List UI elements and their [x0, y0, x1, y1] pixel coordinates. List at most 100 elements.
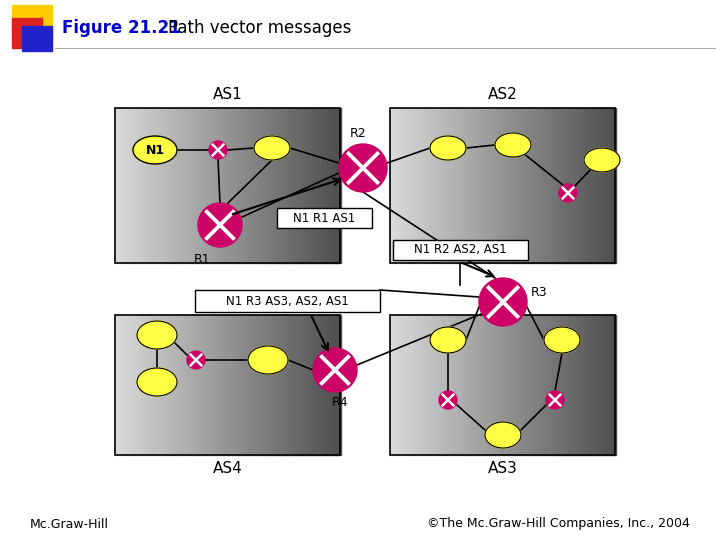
Bar	[232, 108, 238, 263]
Bar	[462, 315, 467, 455]
Bar	[552, 315, 557, 455]
Bar	[277, 315, 282, 455]
Ellipse shape	[430, 327, 466, 353]
Ellipse shape	[544, 327, 580, 353]
Bar	[435, 108, 441, 263]
Ellipse shape	[137, 321, 177, 349]
Bar	[525, 108, 531, 263]
Bar	[210, 108, 215, 263]
Bar	[313, 108, 318, 263]
Bar	[565, 108, 571, 263]
Bar	[403, 108, 409, 263]
Text: R4: R4	[332, 396, 348, 409]
Ellipse shape	[495, 133, 531, 157]
Text: R1: R1	[194, 253, 210, 266]
Bar	[290, 315, 296, 455]
Bar	[467, 315, 472, 455]
Bar	[480, 108, 485, 263]
Bar	[169, 108, 174, 263]
Bar	[431, 108, 436, 263]
Bar	[435, 315, 441, 455]
Bar	[318, 108, 323, 263]
Bar	[390, 315, 615, 455]
Bar	[232, 315, 238, 455]
Bar	[156, 108, 161, 263]
Bar	[259, 108, 264, 263]
Bar	[277, 108, 282, 263]
Bar	[200, 108, 206, 263]
Bar	[597, 315, 603, 455]
Bar	[304, 315, 310, 455]
Bar	[128, 108, 134, 263]
Text: N1 R1 AS1: N1 R1 AS1	[293, 212, 356, 225]
Bar	[539, 108, 544, 263]
Bar	[164, 108, 170, 263]
Bar	[250, 315, 256, 455]
Bar	[449, 108, 454, 263]
Bar	[115, 108, 340, 263]
Bar	[115, 315, 340, 455]
Bar	[426, 108, 431, 263]
Ellipse shape	[137, 368, 177, 396]
Bar	[503, 315, 508, 455]
Bar	[336, 315, 341, 455]
Bar	[304, 108, 310, 263]
Bar	[561, 108, 567, 263]
Text: AS2: AS2	[487, 87, 518, 102]
Bar	[282, 108, 287, 263]
Ellipse shape	[430, 136, 466, 160]
Bar	[570, 315, 575, 455]
Bar	[421, 315, 427, 455]
Bar	[124, 315, 130, 455]
Bar	[462, 108, 467, 263]
Bar	[475, 108, 481, 263]
Bar	[511, 108, 517, 263]
Bar	[205, 108, 210, 263]
Bar	[453, 108, 459, 263]
Bar	[534, 108, 539, 263]
Bar	[393, 240, 528, 260]
Bar	[471, 315, 477, 455]
Bar	[156, 315, 161, 455]
Bar	[507, 108, 513, 263]
Bar	[236, 108, 242, 263]
Bar	[493, 108, 499, 263]
Bar	[588, 108, 593, 263]
Bar	[124, 108, 130, 263]
Bar	[449, 315, 454, 455]
Bar	[246, 315, 251, 455]
Bar	[254, 108, 260, 263]
Ellipse shape	[584, 148, 620, 172]
Text: R3: R3	[531, 286, 548, 299]
Bar	[485, 315, 490, 455]
Bar	[583, 315, 589, 455]
Bar	[133, 108, 138, 263]
Bar	[196, 315, 202, 455]
Text: AS3: AS3	[487, 461, 518, 476]
Circle shape	[198, 203, 242, 247]
Bar	[187, 315, 192, 455]
Bar	[210, 315, 215, 455]
Bar	[390, 315, 395, 455]
Bar	[503, 108, 508, 263]
Bar	[264, 108, 269, 263]
Bar	[390, 108, 615, 263]
Bar	[561, 315, 567, 455]
Text: AS4: AS4	[212, 461, 243, 476]
Bar	[588, 315, 593, 455]
Bar	[444, 108, 449, 263]
Text: AS1: AS1	[212, 87, 243, 102]
Bar	[485, 108, 490, 263]
Bar	[22, 26, 52, 51]
Bar	[12, 5, 52, 35]
Bar	[164, 315, 170, 455]
Bar	[413, 315, 418, 455]
Bar	[223, 108, 228, 263]
Bar	[272, 108, 278, 263]
Bar	[331, 108, 336, 263]
Bar	[547, 315, 553, 455]
Ellipse shape	[254, 136, 290, 160]
Bar	[142, 315, 148, 455]
Bar	[575, 108, 580, 263]
Text: Mc.Graw-Hill: Mc.Graw-Hill	[30, 517, 109, 530]
